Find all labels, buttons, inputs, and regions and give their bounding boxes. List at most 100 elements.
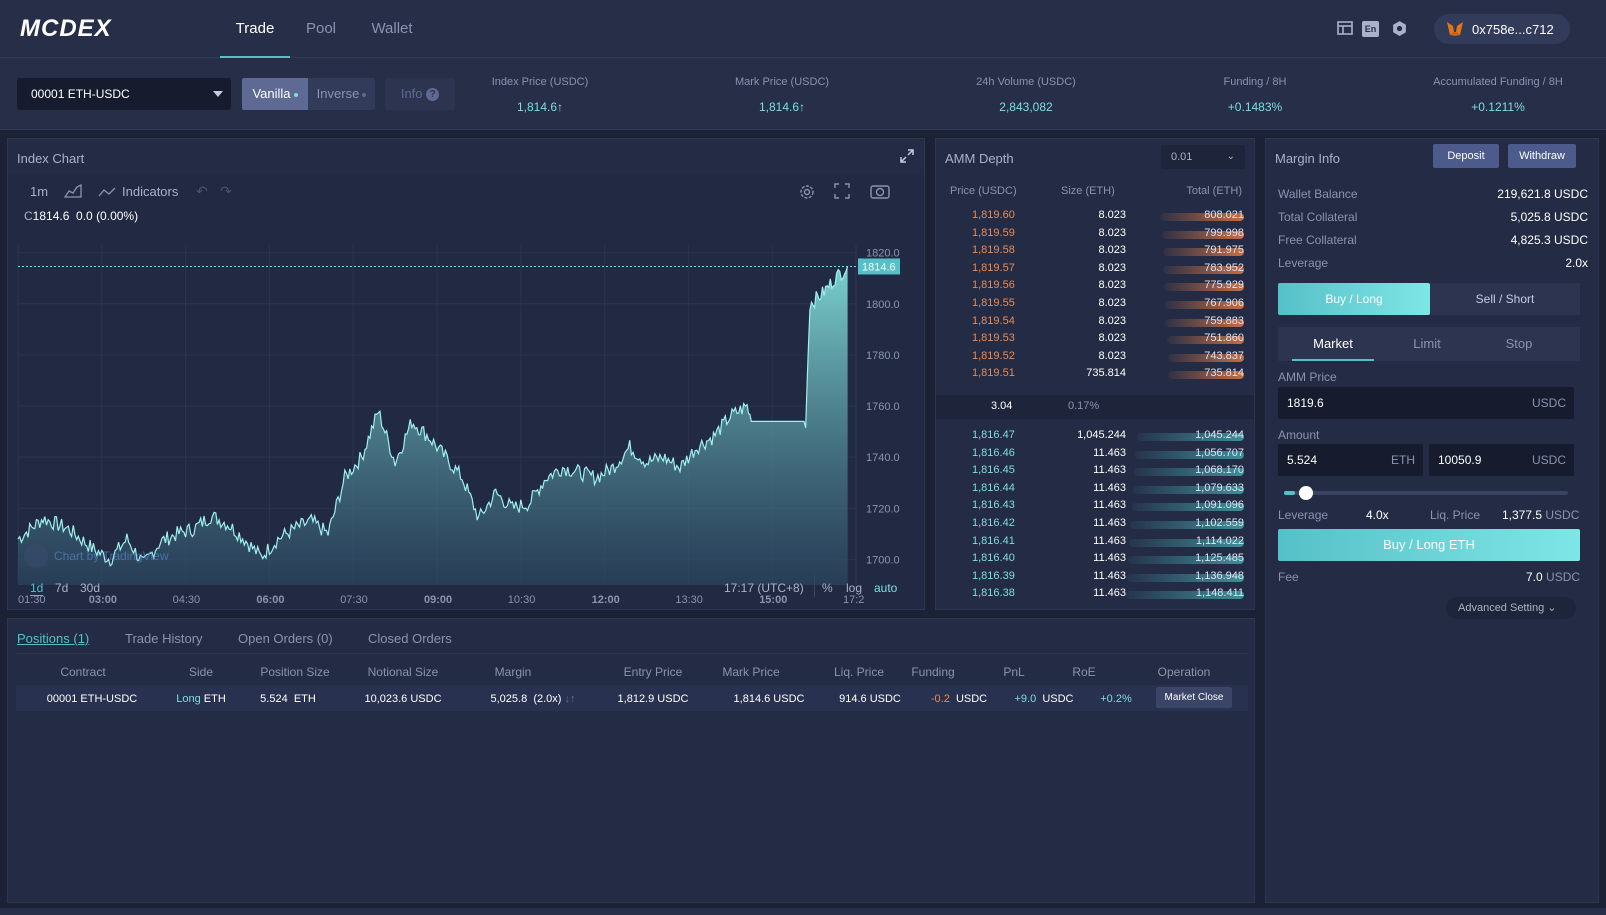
depth-title: AMM Depth [945,151,1014,166]
ask-row[interactable]: 1,819.59 8.023 799.998 [936,227,1256,244]
bid-row[interactable]: 1,816.40 11.463 1,125.485 [936,552,1256,569]
nav-tab-pool[interactable]: Pool [305,20,337,37]
order-type-market[interactable]: Market [1292,327,1374,361]
tradingview-watermark[interactable]: Chart by TradingView [24,544,204,568]
amount-usdc-value: 10050.9 [1438,453,1482,467]
tab-closed-orders[interactable]: Closed Orders [368,631,452,646]
tab-positions[interactable]: Positions (1) [17,631,90,646]
stat-label: Mark Price (USDC) [734,76,830,88]
market-close-button[interactable]: Market Close [1156,687,1232,708]
wallet-button[interactable]: 0x758e...c712 [1434,14,1570,44]
submit-order-button[interactable]: Buy / Long ETH [1278,529,1580,561]
ask-row[interactable]: 1,819.56 8.023 775.929 [936,279,1256,296]
depth-size: 735.814 [1086,367,1126,380]
spread-percent: 0.17% [1068,400,1100,412]
slider-handle[interactable] [1299,486,1314,500]
ask-row[interactable]: 1,819.52 8.023 743.837 [936,350,1256,367]
depth-step-select[interactable]: 0.01 ⌄ [1161,145,1245,169]
adjust-margin-icon[interactable]: ↓↑ [564,693,576,705]
camera-icon[interactable] [870,183,890,201]
bid-row[interactable]: 1,816.38 11.463 1,148.411 [936,587,1256,604]
cell-side: Long ETH [168,693,234,705]
cell-position-size: 5.524 ETH [248,693,328,705]
ask-row[interactable]: 1,819.57 8.023 783.952 [936,262,1256,279]
bid-row[interactable]: 1,816.45 11.463 1,068.170 [936,464,1256,481]
settings-icon[interactable] [1391,20,1409,38]
order-type-limit[interactable]: Limit [1413,336,1441,351]
bid-row[interactable]: 1,816.42 11.463 1,102.559 [936,517,1256,534]
bid-row[interactable]: 1,816.46 11.463 1,056.707 [936,447,1256,464]
vanilla-toggle[interactable]: Vanilla [242,78,308,110]
divider [16,653,1248,654]
bid-row[interactable]: 1,816.41 11.463 1,114.022 [936,535,1256,552]
chart-settings-icon[interactable] [798,183,816,201]
redo-icon[interactable]: ↷ [220,183,232,199]
ask-row[interactable]: 1,819.58 8.023 791.975 [936,244,1256,261]
leverage-slider[interactable] [1284,486,1568,500]
size-value: 5.524 [260,693,288,705]
buy-long-tab[interactable]: Buy / Long [1278,283,1430,315]
indicators-button[interactable]: Indicators [122,184,179,199]
inverse-label: Inverse [316,86,360,101]
x-tick-label: 01:30 [18,594,46,606]
tradingview-chart[interactable]: 1m Indicators ↶ ↷ C1814.6 0.0 (0.00%) 18… [8,175,924,609]
fullscreen-icon[interactable] [834,183,852,201]
tab-open-orders[interactable]: Open Orders (0) [238,631,333,646]
tab-trade-history[interactable]: Trade History [125,631,203,646]
top-nav: MCDEX Trade Pool Wallet En 0x758e...c712 [0,0,1606,58]
ask-row[interactable]: 1,819.60 8.023 808.021 [936,209,1256,226]
chart-type-icon[interactable] [63,183,82,198]
range-7d[interactable]: 7d [55,581,69,595]
bid-row[interactable]: 1,816.44 11.463 1,079.633 [936,482,1256,499]
interval-button[interactable]: 1m [30,184,49,199]
leverage-label: Leverage [1278,508,1329,522]
x-tick-label: 13:30 [675,594,703,606]
nav-tab-wallet[interactable]: Wallet [371,20,413,37]
amount-eth-input[interactable]: 5.524 ETH [1278,444,1423,476]
mcdex-logo[interactable]: MCDEX [20,15,112,42]
footer-bar [0,908,1606,915]
layout-icon[interactable] [1337,20,1355,38]
indicators-icon[interactable] [98,185,116,197]
depth-total: 1,068.170 [1195,464,1244,477]
undo-icon[interactable]: ↶ [196,183,208,199]
ask-row[interactable]: 1,819.54 8.023 759.883 [936,315,1256,332]
ask-row[interactable]: 1,819.53 8.023 751.860 [936,332,1256,349]
auto-scale-toggle[interactable]: auto [874,581,898,595]
depth-total: 743.837 [1204,349,1244,362]
ask-row[interactable]: 1,819.51 735.814 735.814 [936,367,1256,384]
order-type-stop[interactable]: Stop [1505,336,1533,351]
bid-row[interactable]: 1,816.43 11.463 1,091.096 [936,499,1256,516]
unit-label: USDC [1545,508,1580,522]
amm-price-input[interactable]: 1819.6 USDC [1278,387,1574,419]
market-bar: 00001 ETH-USDC Vanilla Inverse Info ? In… [0,58,1606,130]
log-scale-toggle[interactable]: log [846,581,863,595]
info-button[interactable]: Info ? [385,78,455,110]
bid-row[interactable]: 1,816.39 11.463 1,136.948 [936,570,1256,587]
withdraw-button[interactable]: Withdraw [1508,144,1576,168]
size-unit: ETH [293,693,316,705]
depth-size: 11.463 [1093,552,1126,565]
inverse-toggle[interactable]: Inverse [308,78,375,110]
bid-row[interactable]: 1,816.47 1,045.244 1,045.244 [936,429,1256,446]
margin-title: Margin Info [1275,151,1341,166]
ask-row[interactable]: 1,819.55 8.023 767.906 [936,297,1256,314]
language-icon[interactable]: En [1362,21,1379,37]
expand-icon[interactable] [900,149,916,165]
deposit-button[interactable]: Deposit [1433,144,1499,168]
range-30d[interactable]: 30d [80,581,101,595]
nav-tab-trade[interactable]: Trade [220,0,290,58]
close-prefix: C [24,209,33,223]
sell-short-tab[interactable]: Sell / Short [1430,283,1580,315]
y-tick-label: 1760.0 [866,401,900,413]
market-select[interactable]: 00001 ETH-USDC [17,78,231,110]
range-1d[interactable]: 1d [30,581,44,596]
vanilla-label: Vanilla [252,86,291,101]
amount-usdc-input[interactable]: 10050.9 USDC [1429,444,1574,476]
pnl-value: +9.0 [1014,693,1037,705]
depth-total: 759.883 [1204,314,1244,327]
advanced-setting-toggle[interactable]: Advanced Setting ⌄ [1446,597,1576,619]
leverage-row: Leverage 2.0x [1278,256,1588,272]
percent-scale-toggle[interactable]: % [822,581,833,595]
funding-value: -0.2 [930,693,950,705]
